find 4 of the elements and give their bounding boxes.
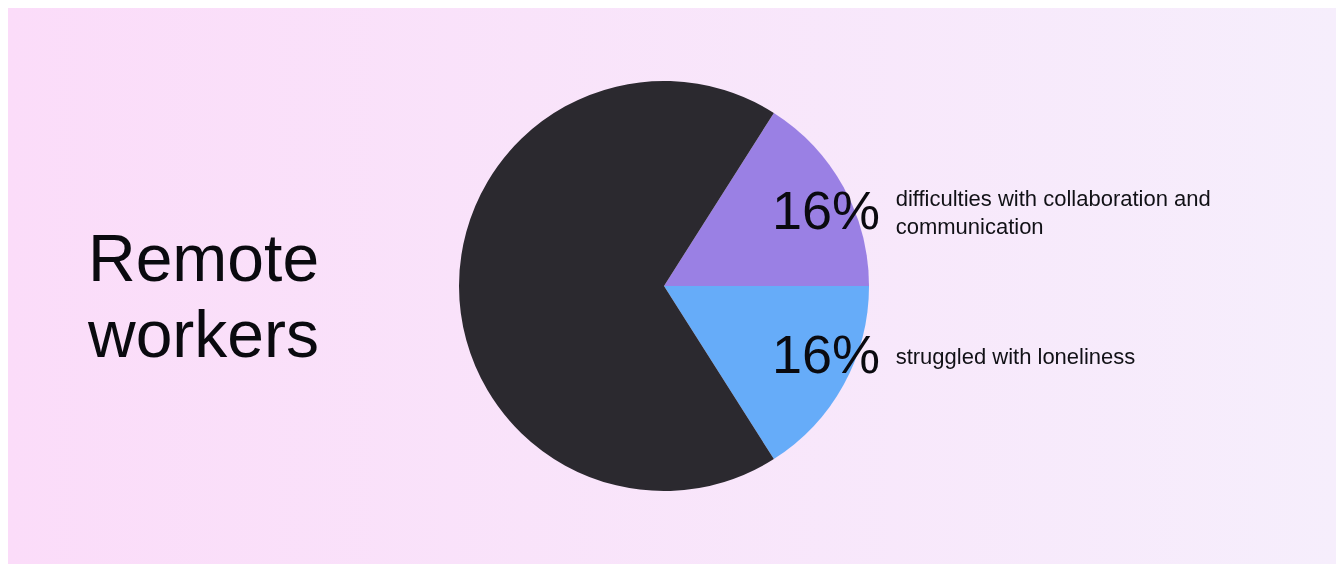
slice-label: difficulties with collaboration and communication <box>895 185 1211 239</box>
slice-label: struggled with loneliness <box>895 344 1136 370</box>
data-label: 16% <box>771 179 880 240</box>
text: Remote workers <box>88 220 321 372</box>
